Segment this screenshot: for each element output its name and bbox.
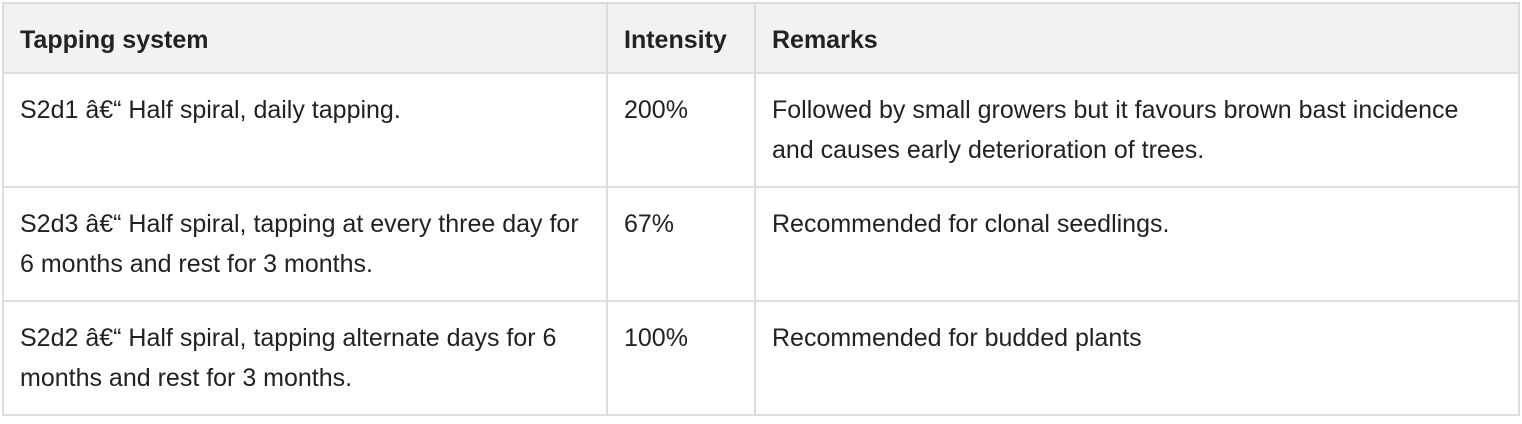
cell-intensity: 100%	[606, 300, 756, 416]
cell-remarks: Recommended for clonal seedlings.	[754, 186, 1520, 302]
cell-remarks: Followed by small growers but it favours…	[754, 72, 1520, 188]
table-row: S2d3 â€“ Half spiral, tapping at every t…	[2, 186, 1520, 302]
cell-intensity: 200%	[606, 72, 756, 188]
header-tapping-system: Tapping system	[2, 2, 608, 74]
cell-intensity: 67%	[606, 186, 756, 302]
tapping-systems-table: Tapping system Intensity Remarks S2d1 â€…	[2, 2, 1520, 416]
table-header-row: Tapping system Intensity Remarks	[2, 2, 1520, 74]
table-row: S2d1 â€“ Half spiral, daily tapping. 200…	[2, 72, 1520, 188]
cell-tapping-system: S2d3 â€“ Half spiral, tapping at every t…	[2, 186, 608, 302]
cell-remarks: Recommended for budded plants	[754, 300, 1520, 416]
table-body: S2d1 â€“ Half spiral, daily tapping. 200…	[2, 72, 1520, 416]
cell-tapping-system: S2d1 â€“ Half spiral, daily tapping.	[2, 72, 608, 188]
table-row: S2d2 â€“ Half spiral, tapping alternate …	[2, 300, 1520, 416]
header-intensity: Intensity	[606, 2, 756, 74]
table-header: Tapping system Intensity Remarks	[2, 2, 1520, 74]
cell-tapping-system: S2d2 â€“ Half spiral, tapping alternate …	[2, 300, 608, 416]
header-remarks: Remarks	[754, 2, 1520, 74]
